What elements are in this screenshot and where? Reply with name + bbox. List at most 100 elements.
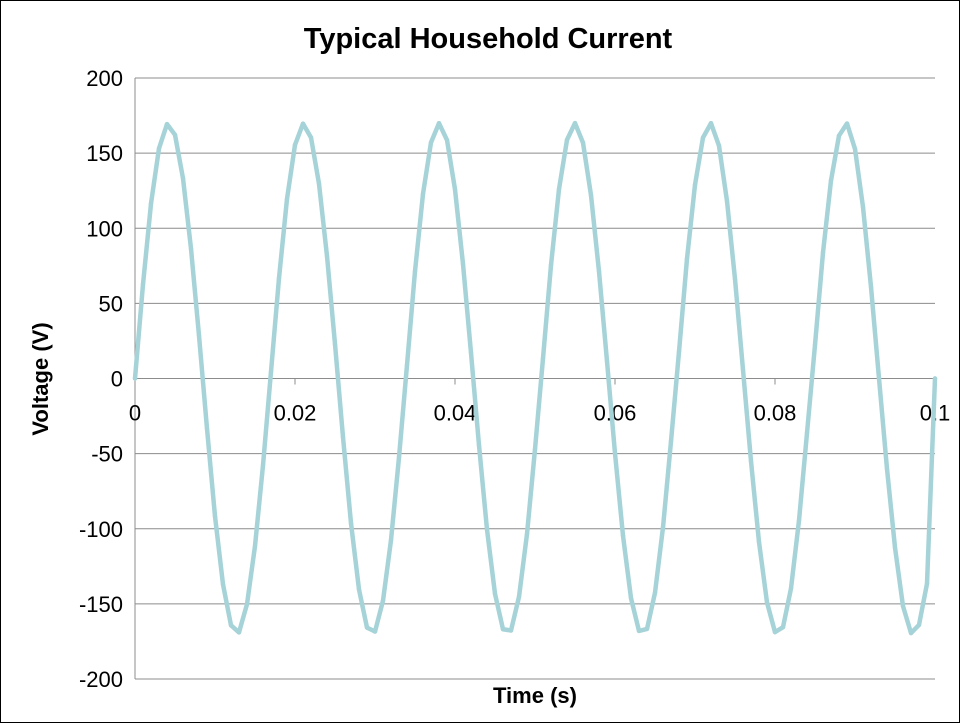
- data-point: [316, 181, 322, 186]
- data-point: [732, 276, 738, 282]
- data-point: [580, 140, 586, 145]
- data-point: [468, 350, 474, 356]
- data-point: [748, 458, 754, 464]
- data-point: [644, 626, 650, 632]
- data-point: [772, 629, 778, 635]
- data-point: [540, 356, 546, 361]
- data-point: [844, 121, 850, 126]
- data-point: [684, 256, 690, 261]
- x-tick-label: 0.08: [754, 401, 797, 426]
- data-point: [796, 518, 802, 523]
- data-point: [308, 135, 314, 140]
- data-point: [372, 629, 378, 634]
- y-tick-label: -50: [91, 442, 123, 467]
- data-point: [484, 527, 490, 532]
- data-point: [812, 342, 818, 348]
- data-point: [212, 514, 218, 519]
- data-point: [260, 463, 266, 468]
- chart-title: Typical Household Current: [304, 23, 673, 55]
- data-point: [508, 628, 514, 633]
- data-point: [532, 447, 538, 452]
- data-point: [884, 466, 890, 472]
- data-point: [172, 132, 178, 137]
- y-tick-label: 150: [86, 141, 123, 166]
- axes: [134, 78, 936, 679]
- y-tick-label: -150: [79, 592, 123, 617]
- x-tick-label: 0.06: [594, 401, 637, 426]
- data-point: [660, 525, 666, 530]
- data-point: [148, 201, 154, 206]
- data-point: [900, 603, 906, 609]
- data-point: [444, 137, 450, 143]
- data-point: [516, 594, 522, 600]
- data-point: [268, 369, 274, 374]
- data-point: [828, 178, 834, 183]
- y-tick-label: 100: [86, 216, 123, 241]
- data-point: [916, 622, 922, 628]
- y-tick-label: 200: [86, 66, 123, 91]
- data-point: [932, 376, 938, 381]
- data-point: [692, 182, 698, 188]
- data-point: [876, 376, 882, 381]
- data-point: [676, 349, 682, 354]
- data-point: [636, 628, 642, 634]
- data-point: [700, 135, 706, 140]
- data-point: [164, 121, 170, 127]
- data-point: [572, 120, 578, 126]
- data-point: [340, 434, 346, 440]
- data-point: [820, 250, 826, 255]
- data-point: [620, 533, 626, 538]
- data-point: [396, 455, 402, 460]
- data-point: [668, 439, 674, 444]
- data-point: [628, 595, 634, 601]
- x-tick-label: 0: [129, 401, 141, 426]
- data-point: [244, 601, 250, 607]
- data-point: [452, 187, 458, 192]
- data-point: [780, 624, 786, 630]
- data-point: [332, 341, 338, 347]
- data-point: [412, 269, 418, 274]
- data-point: [228, 623, 234, 628]
- data-point: [868, 284, 874, 290]
- data-point: [892, 545, 898, 550]
- data-point: [292, 142, 298, 148]
- data-point: [564, 137, 570, 143]
- x-axis-title: Time (s): [493, 683, 577, 708]
- data-point: [404, 362, 410, 368]
- data-point: [356, 587, 362, 592]
- y-tick-label: -100: [79, 517, 123, 542]
- data-point: [428, 140, 434, 145]
- data-point: [324, 253, 330, 259]
- x-tick-labels: 0 0.02 0.04 0.06 0.08 0.1: [129, 401, 950, 426]
- data-point: [788, 586, 794, 591]
- data-point: [380, 598, 386, 603]
- data-point: [132, 376, 138, 381]
- y-tick-label: 0: [111, 367, 123, 392]
- x-tick-label: 0.02: [274, 401, 317, 426]
- data-point: [284, 196, 290, 202]
- y-axis-title: Voltage (V): [28, 322, 53, 435]
- data-point: [612, 451, 618, 456]
- data-point: [476, 443, 482, 448]
- data-point: [420, 191, 426, 197]
- y-tick-labels: 200 150 100 50 0 -50 -100 -150 -200: [79, 66, 123, 692]
- data-point: [156, 146, 162, 151]
- data-point: [708, 121, 714, 126]
- data-point: [860, 204, 866, 210]
- series-group: [132, 120, 938, 636]
- data-point: [804, 430, 810, 436]
- data-point: [500, 627, 506, 632]
- data-point: [140, 282, 146, 287]
- data-point: [276, 275, 282, 281]
- data-point: [596, 269, 602, 274]
- data-point: [604, 359, 610, 364]
- data-point: [300, 121, 306, 126]
- data-point: [548, 263, 554, 268]
- data-point: [252, 543, 258, 549]
- data-point: [436, 121, 442, 126]
- data-point: [716, 143, 722, 148]
- data-point: [908, 630, 914, 636]
- data-point: [348, 520, 354, 526]
